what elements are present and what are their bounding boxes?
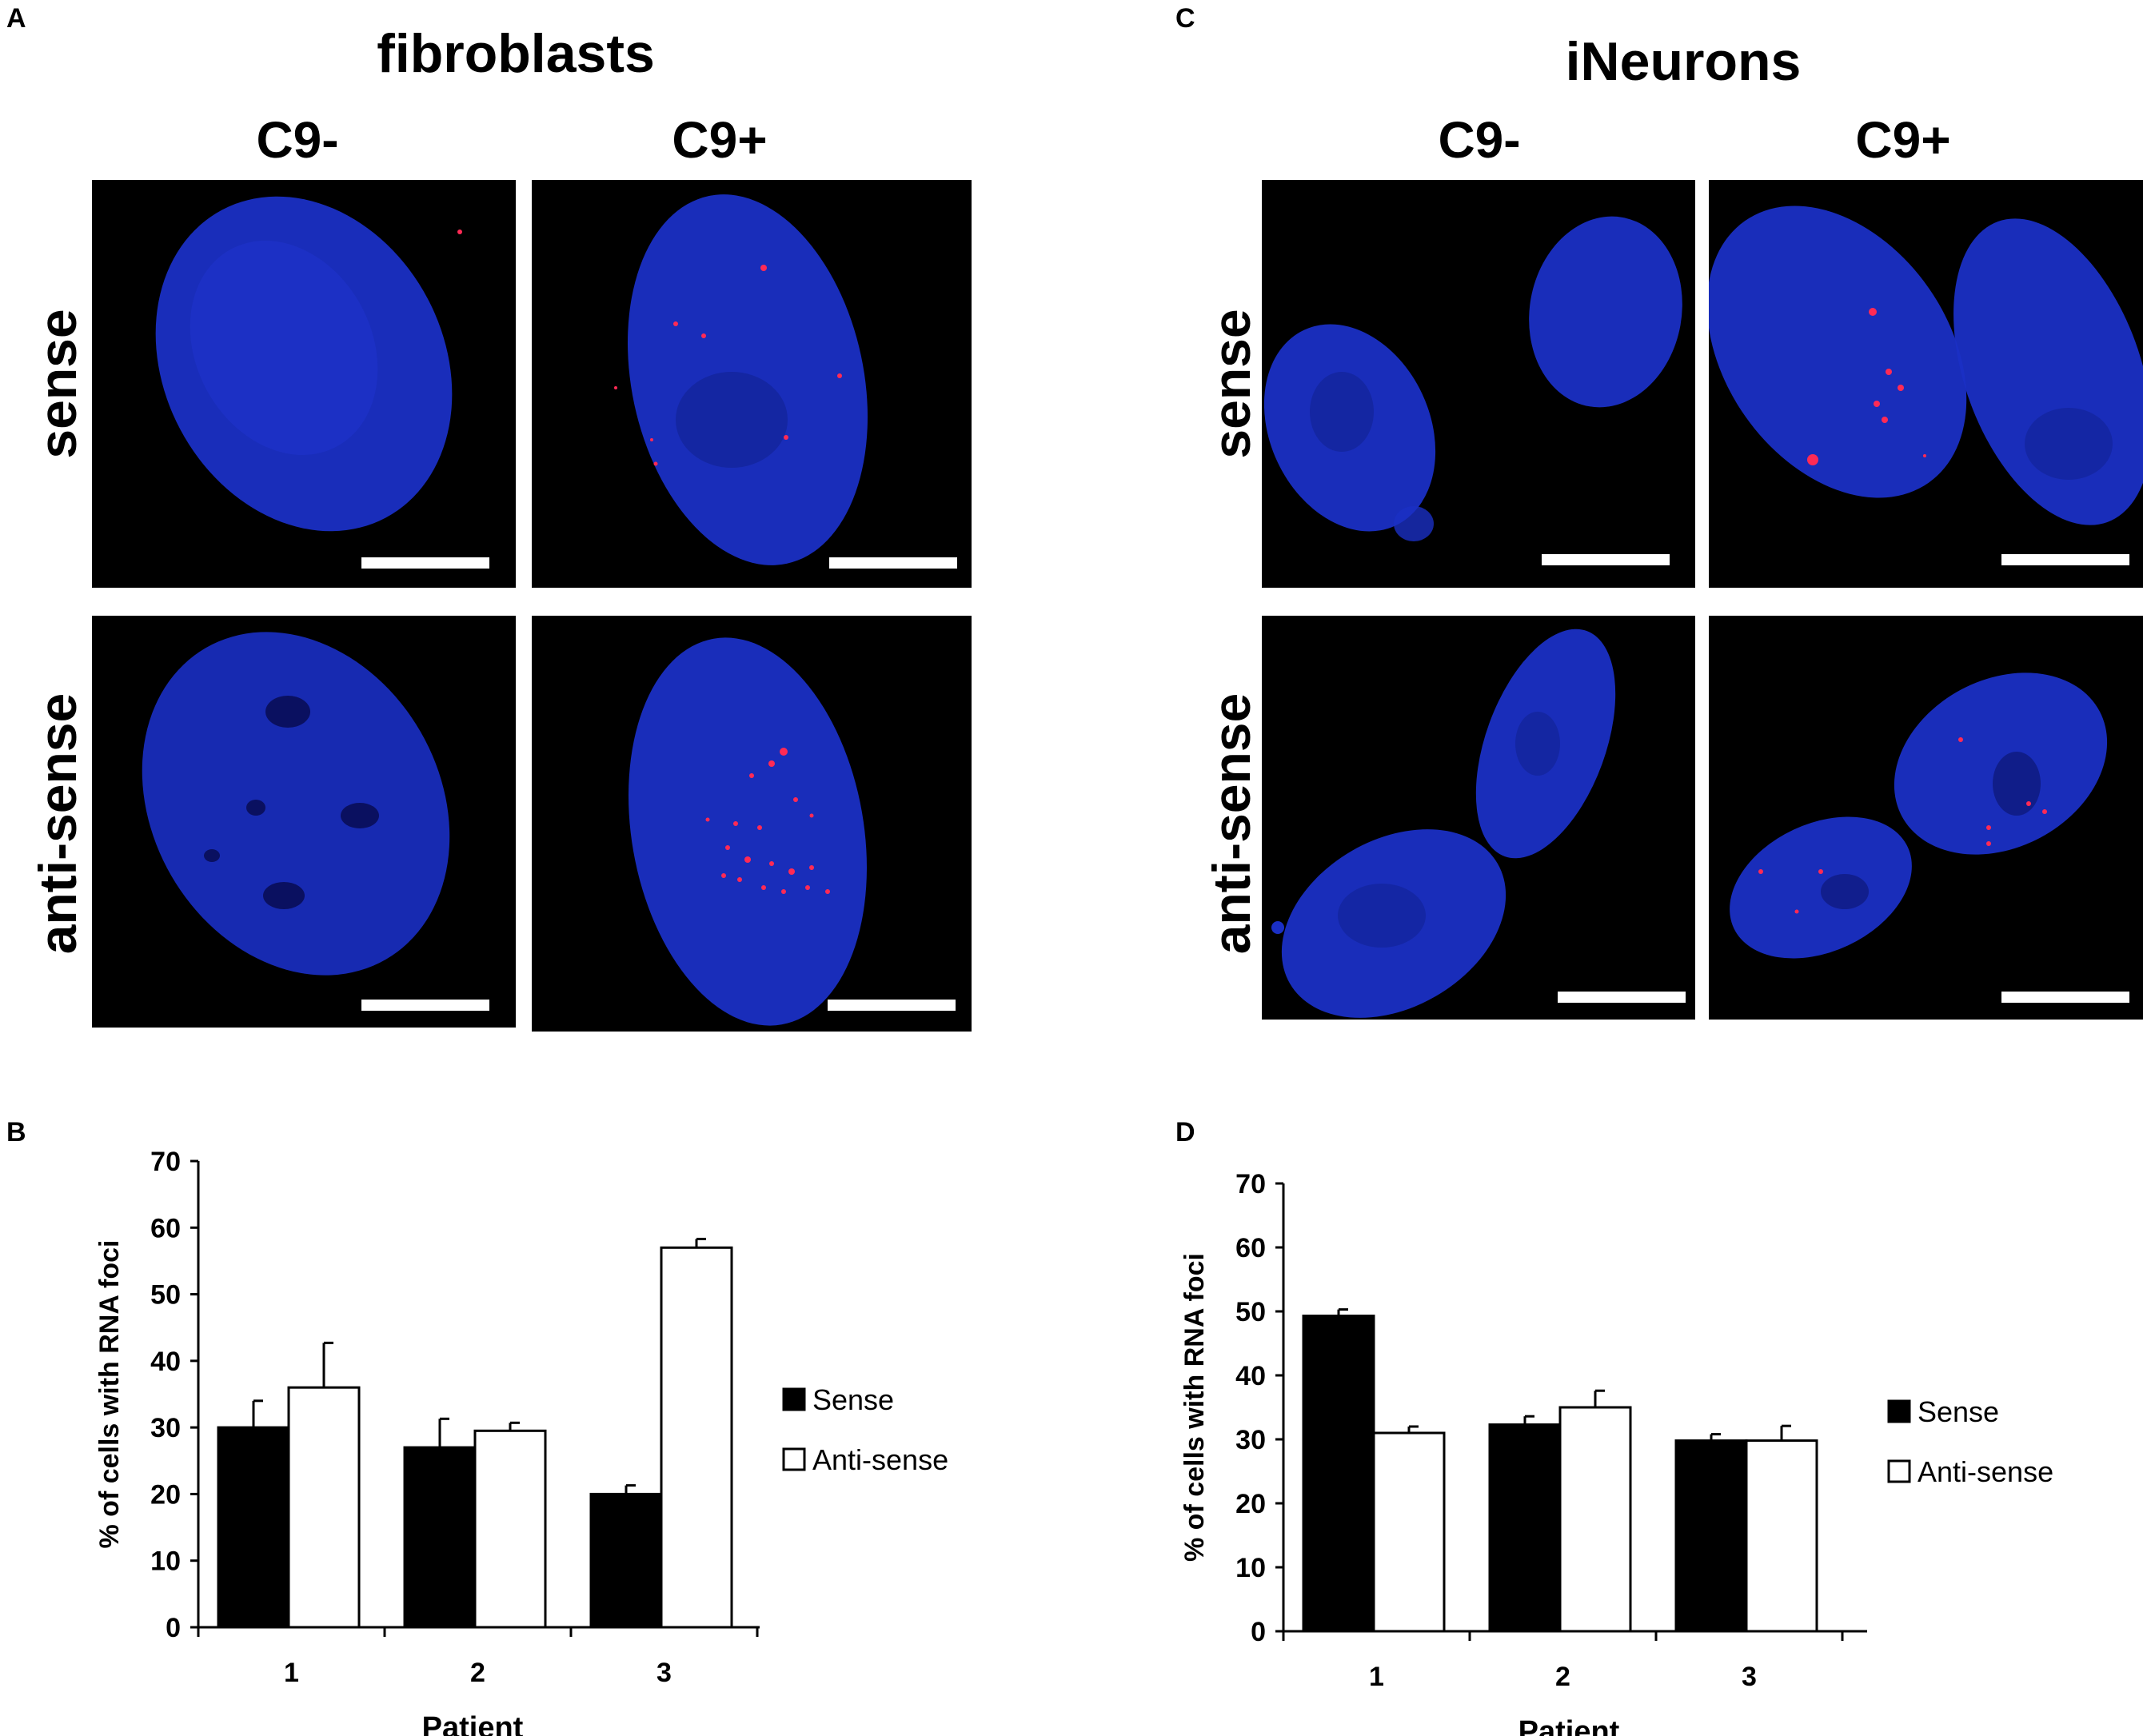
- y-tick-label: 0: [166, 1613, 181, 1643]
- legend-label: Sense: [812, 1383, 894, 1416]
- bar-anti-sense-patient-2: [1558, 1406, 1632, 1633]
- bar-anti-sense-patient-2: [473, 1429, 547, 1629]
- legend-swatch: [782, 1447, 806, 1471]
- bar-sense-patient-3: [589, 1492, 663, 1629]
- nucleus-image: [629, 637, 867, 1026]
- micrograph-fibroblast-c9pos-sense: [532, 180, 972, 588]
- bar-anti-sense-patient-3: [1745, 1439, 1818, 1633]
- nucleus-image: [1263, 216, 1682, 541]
- y-tick-label: 10: [150, 1546, 181, 1577]
- y-tick-label: 40: [150, 1347, 181, 1377]
- bar-anti-sense-patient-3: [660, 1246, 733, 1629]
- x-tick-label: 2: [1555, 1662, 1570, 1692]
- nucleus-image: [614, 194, 868, 565]
- bar-sense-patient-3: [1674, 1439, 1748, 1633]
- y-tick-label: 50: [150, 1280, 181, 1311]
- legend-label: Anti-sense: [1918, 1455, 2053, 1488]
- ineurons-col-c9-pos: C9+: [1855, 111, 1951, 169]
- y-tick-label: 20: [1235, 1489, 1266, 1519]
- nucleus-image: [142, 632, 450, 976]
- y-tick-label: 30: [1235, 1425, 1266, 1455]
- panel-letter-b: B: [6, 1117, 26, 1147]
- legend-swatch: [1887, 1459, 1911, 1483]
- fibroblasts-row-antisense: anti-sense: [28, 692, 87, 955]
- fibroblasts-col-c9-neg: C9-: [256, 111, 339, 169]
- micrograph-fibroblast-c9pos-antisense: [532, 616, 972, 1032]
- y-tick-label: 70: [1235, 1169, 1266, 1199]
- y-tick-label: 60: [150, 1213, 181, 1243]
- chart-panel-d: 0 10 20 30 40 50 60 70 1 2 3 Patient % of cells with…: [1179, 1169, 2053, 1736]
- ineurons-title: iNeurons: [1565, 31, 1802, 92]
- scale-bar: [2001, 992, 2129, 1003]
- bar-anti-sense-patient-1: [287, 1386, 361, 1629]
- y-tick-label: 10: [1235, 1553, 1266, 1583]
- micrograph-fibroblast-c9neg-sense: [92, 180, 516, 588]
- scale-bar: [361, 557, 489, 569]
- y-tick-label: 0: [1251, 1617, 1266, 1647]
- nucleus-image: [1271, 629, 1616, 1018]
- panel-letter-a: A: [6, 3, 26, 34]
- scale-bar: [361, 1000, 489, 1011]
- y-tick-label: 20: [150, 1479, 181, 1510]
- y-tick-label: 40: [1235, 1361, 1266, 1391]
- x-tick-label: 3: [656, 1658, 672, 1688]
- bar-anti-sense-patient-1: [1372, 1431, 1446, 1633]
- fibroblasts-col-c9-pos: C9+: [672, 111, 768, 169]
- micrograph-ineuron-c9neg-sense: [1262, 180, 1695, 588]
- scale-bar: [1558, 992, 1686, 1003]
- bar-sense-patient-1: [1302, 1315, 1375, 1633]
- x-tick-label: 1: [284, 1658, 299, 1688]
- scale-bar: [828, 1000, 956, 1011]
- scale-bar: [2001, 554, 2129, 565]
- x-tick-label: 3: [1742, 1662, 1757, 1692]
- y-tick-label: 50: [1235, 1297, 1266, 1327]
- panel-letter-d: D: [1175, 1117, 1195, 1147]
- bar-sense-patient-2: [403, 1446, 477, 1629]
- micrograph-ineuron-c9pos-sense: [1709, 180, 2143, 588]
- panel-letter-c: C: [1175, 3, 1195, 34]
- fibroblasts-title: fibroblasts: [377, 23, 655, 84]
- ineurons-row-antisense: anti-sense: [1202, 692, 1261, 955]
- scale-bar: [829, 557, 957, 569]
- nucleus-image: [155, 196, 462, 532]
- x-tick-label: 2: [470, 1658, 485, 1688]
- nucleus-image: [1730, 672, 2108, 959]
- nucleus-image: [1709, 206, 2143, 525]
- fibroblasts-row-sense: sense: [28, 309, 87, 459]
- legend-label: Sense: [1918, 1395, 1999, 1428]
- y-tick-label: 30: [150, 1413, 181, 1443]
- chart-panel-b: 0 10 20 30 40 50 60 70 1 2 3 Patient % of cells with…: [94, 1147, 948, 1736]
- ineurons-col-c9-neg: C9-: [1438, 111, 1521, 169]
- x-axis-title: Patient: [422, 1711, 524, 1736]
- ineurons-row-sense: sense: [1202, 309, 1261, 459]
- scale-bar: [1542, 554, 1670, 565]
- legend-label: Anti-sense: [812, 1443, 948, 1476]
- y-tick-label: 70: [150, 1147, 181, 1177]
- y-tick-label: 60: [1235, 1233, 1266, 1263]
- x-tick-label: 1: [1369, 1662, 1384, 1692]
- bar-sense-patient-1: [217, 1426, 290, 1629]
- legend-swatch: [1887, 1399, 1911, 1423]
- micrograph-ineuron-c9pos-antisense: [1709, 616, 2143, 1020]
- y-axis-title: % of cells with RNA foci: [94, 1239, 125, 1548]
- x-axis-title: Patient: [1518, 1715, 1620, 1736]
- y-axis-title: % of cells with RNA foci: [1179, 1253, 1210, 1562]
- micrograph-ineuron-c9neg-antisense: [1262, 616, 1695, 1020]
- legend-swatch: [782, 1387, 806, 1411]
- bar-sense-patient-2: [1488, 1423, 1562, 1633]
- micrograph-fibroblast-c9neg-antisense: [92, 616, 516, 1028]
